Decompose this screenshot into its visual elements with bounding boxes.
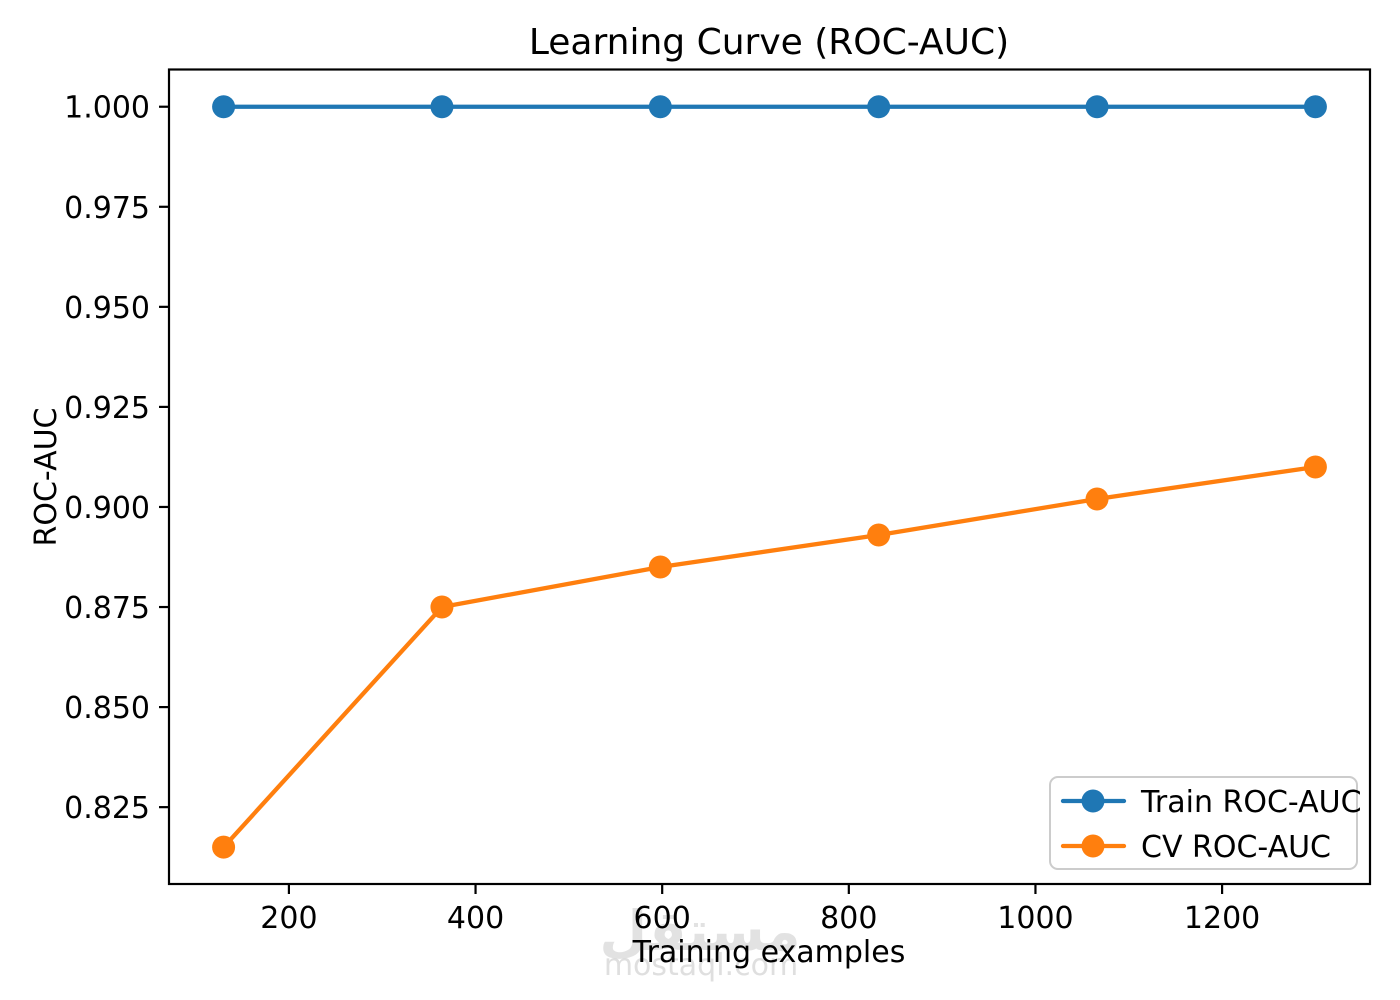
x-axis-label: Training examples [632,935,906,970]
legend-box [1049,776,1358,870]
y-tick-label: 0.975 [64,191,150,226]
legend-marker-train [1081,789,1105,813]
data-point [867,523,891,547]
watermark-logo-text: مستقل [599,899,800,963]
y-tick-label: 1.000 [64,91,150,126]
data-point [430,95,454,119]
data-point [648,95,672,119]
x-tick-label: 200 [260,901,317,936]
data-point [1303,455,1327,479]
data-point [1085,487,1109,511]
y-tick-label: 0.900 [64,491,150,526]
chart-title: Learning Curve (ROC-AUC) [529,22,1009,63]
x-tick-label: 800 [820,901,877,936]
x-tick-label: 600 [634,901,691,936]
plot-area [167,68,1372,886]
y-tick-label: 0.925 [64,391,150,426]
x-tick-label: 1000 [997,901,1073,936]
x-tick-label: 400 [447,901,504,936]
data-series [212,95,1327,859]
y-axis-ticks: 0.825 0.850 0.875 0.900 0.925 0.950 0.975 1.000 [64,91,169,826]
y-tick-label: 0.950 [64,291,150,326]
x-axis-ticks: 200 400 600 800 1000 1200 [260,884,1260,936]
legend-entry-train: Train ROC-AUC [1060,785,1362,820]
y-tick-label: 0.825 [64,791,150,826]
series-line-cv-roc-auc [221,464,1318,850]
data-point [1303,95,1327,119]
data-point [430,595,454,619]
legend-marker-cv [1081,834,1105,858]
data-point [212,835,236,859]
data-point [867,95,891,119]
data-point [648,555,672,579]
y-axis-label: ROC-AUC [29,408,64,547]
y-tick-label: 0.875 [64,591,150,626]
legend-label-train: Train ROC-AUC [1140,785,1362,820]
data-point [212,95,236,119]
legend: Train ROC-AUC CV ROC-AUC [1049,776,1362,870]
y-tick-label: 0.850 [64,691,150,726]
legend-label-cv: CV ROC-AUC [1141,830,1331,865]
legend-entry-cv: CV ROC-AUC [1060,830,1331,865]
x-tick-label: 1200 [1184,901,1260,936]
watermark-domain-text: mostaql.com [604,948,798,983]
data-point [1085,95,1109,119]
